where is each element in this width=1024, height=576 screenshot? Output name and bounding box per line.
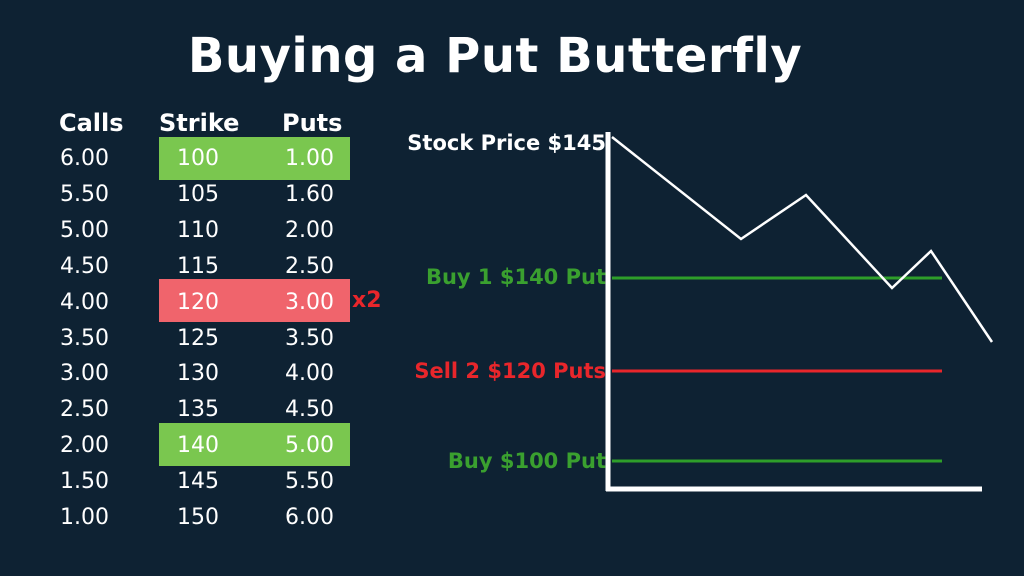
table-cell-strike: 105	[177, 181, 219, 207]
sell-120-label: Sell 2 $120 Puts	[414, 359, 606, 383]
table-cell-puts: 4.50	[285, 397, 334, 423]
strike-header: Strike	[159, 109, 240, 137]
table-cell-calls: 6.00	[60, 146, 109, 171]
table-cell-strike: 150	[177, 505, 219, 530]
table-cell-puts: 2.00	[285, 217, 334, 243]
table-cell-strike: 140	[177, 433, 219, 459]
table-cell-calls: 5.00	[60, 217, 109, 243]
table-cell-calls: 3.00	[60, 361, 109, 387]
table-cell-strike: 115	[177, 253, 219, 279]
page-title: Buying a Put Butterfly	[187, 28, 803, 84]
table-cell-calls: 5.50	[60, 181, 109, 207]
highlight-buy-140	[159, 423, 350, 466]
table-cell-puts: 1.00	[285, 146, 334, 171]
table-cell-calls: 2.50	[60, 397, 109, 423]
table-cell-calls: 4.50	[60, 253, 109, 279]
calls-header: Calls	[59, 109, 124, 137]
table-cell-puts: 5.00	[285, 433, 334, 459]
table-cell-puts: 3.00	[285, 289, 334, 315]
highlight-buy-100	[159, 137, 350, 180]
puts-header: Puts	[282, 109, 343, 137]
table-cell-puts: 3.50	[285, 325, 334, 351]
table-cell-strike: 135	[177, 397, 219, 423]
buy-140-label: Buy 1 $140 Put	[425, 265, 606, 289]
table-cell-calls: 2.00	[60, 433, 109, 459]
stock-price-line	[611, 136, 994, 343]
table-cell-strike: 125	[177, 325, 219, 351]
table-cell-puts: 2.50	[285, 253, 334, 279]
highlight-sell-120	[159, 279, 350, 322]
stock-price-label: Stock Price $145	[407, 131, 606, 155]
table-cell-strike: 130	[177, 361, 219, 387]
table-cell-puts: 5.50	[285, 469, 334, 495]
quantity-marker: x2	[352, 288, 382, 313]
table-cell-strike: 110	[177, 217, 219, 243]
table-cell-puts: 1.60	[285, 181, 334, 207]
table-cell-strike: 145	[177, 469, 219, 495]
table-cell-calls: 4.00	[60, 289, 109, 315]
table-cell-calls: 1.00	[60, 505, 109, 530]
buy-100-label: Buy $100 Put	[447, 449, 606, 473]
table-cell-calls: 3.50	[60, 325, 109, 351]
table-cell-puts: 6.00	[285, 505, 334, 530]
table-cell-strike: 100	[177, 146, 219, 171]
table-cell-strike: 120	[177, 289, 219, 315]
table-cell-puts: 4.00	[285, 361, 334, 387]
table-cell-calls: 1.50	[60, 469, 109, 495]
